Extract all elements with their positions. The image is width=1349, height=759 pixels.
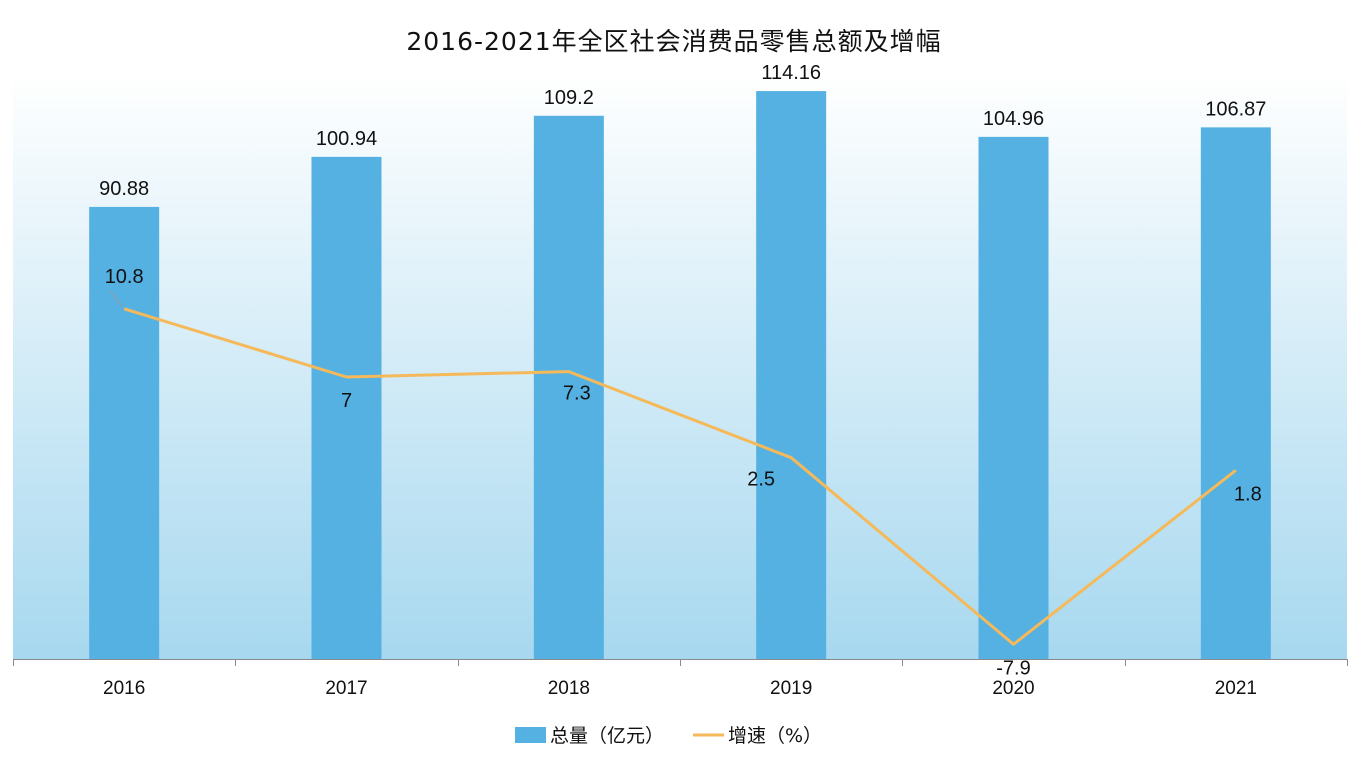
plot-area-background [13,72,1347,660]
line-value-label-2021: 1.8 [1234,483,1262,505]
bar-value-label-2018: 109.2 [544,87,594,109]
x-axis [13,659,1348,666]
bar-value-label-2019: 114.16 [761,62,821,84]
x-tick-label-2018: 2018 [548,678,590,699]
bar-2017 [311,156,382,659]
line-value-label-2017: 7 [341,390,352,412]
legend-line-label: 增速（%） [728,725,822,747]
bar-value-label-2020: 104.96 [983,108,1044,130]
chart-title: 2016-2021年全区社会消费品零售总额及增幅 [406,27,941,56]
line-value-label-2019: 2.5 [747,469,775,491]
bar-2019 [756,91,827,660]
line-value-label-2018: 7.3 [563,383,591,405]
bar-2021 [1200,127,1271,659]
x-axis-tick-labels: 2016 2017 2018 2019 2020 2021 [103,678,1257,699]
legend-bar-swatch [515,727,546,743]
bar-value-label-2017: 100.94 [316,128,377,150]
x-tick-label-2017: 2017 [325,678,367,699]
bar-2020 [978,136,1049,659]
legend-bar-label: 总量（亿元） [550,725,664,747]
bar-value-label-2021: 106.87 [1205,98,1266,120]
growth-line [123,307,1237,646]
line-labels-layer: 10.8 7 7.3 2.5 -7.9 1.8 [105,266,1262,679]
line-value-label-2016: 10.8 [105,266,144,288]
bar-2016 [89,206,160,659]
bar-labels-layer: 90.88 100.94 109.2 114.16 104.96 106.87 [99,62,1266,200]
label-leader-line [109,290,123,308]
bar-2018 [533,115,604,660]
x-tick-label-2016: 2016 [103,678,145,699]
x-tick-label-2021: 2021 [1215,678,1257,699]
bar-value-label-2016: 90.88 [99,178,149,200]
bars-layer [89,91,1271,660]
x-tick-label-2019: 2019 [770,678,812,699]
line-layer [123,307,1237,646]
legend: 总量（亿元） 增速（%） [515,725,822,747]
x-tick-label-2020: 2020 [992,678,1034,699]
line-value-label-2020: -7.9 [996,657,1030,679]
